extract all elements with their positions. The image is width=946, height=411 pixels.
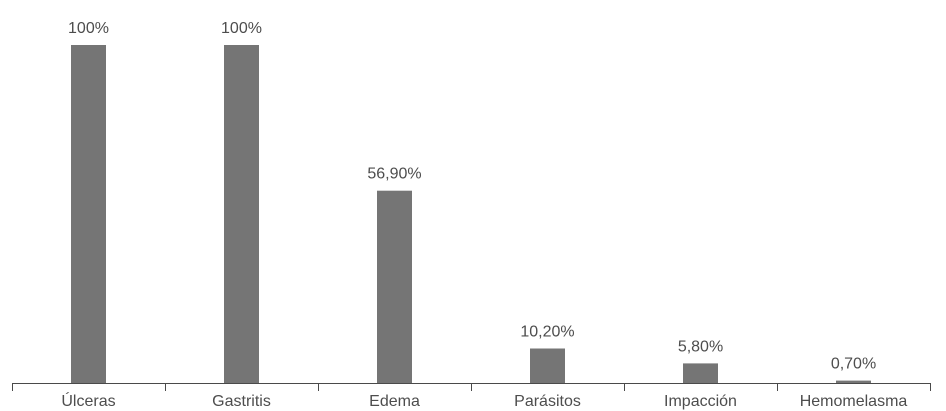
x-axis-ticks	[12, 383, 931, 391]
data-label: 100%	[68, 20, 109, 37]
data-label: 5,80%	[678, 338, 723, 355]
data-label: 10,20%	[520, 324, 574, 341]
data-label: 100%	[221, 20, 262, 37]
category-label: Impacción	[664, 393, 737, 410]
category-labels-group: Úlceras Gastritis Edema Parásitos Impacción H…	[61, 391, 907, 410]
bar	[836, 380, 871, 383]
data-labels-group: 100% 100% 56,90% 10,20% 5,80% 0,70%	[68, 20, 876, 373]
bars-group	[71, 45, 871, 383]
category-label: Edema	[369, 393, 420, 410]
bar	[530, 348, 565, 383]
bar	[71, 45, 106, 383]
category-label: Parásitos	[514, 393, 581, 410]
bar	[224, 45, 259, 383]
data-label: 0,70%	[831, 356, 876, 373]
bar	[683, 363, 718, 383]
category-label: Gastritis	[212, 393, 271, 410]
bar	[377, 190, 412, 383]
data-label: 56,90%	[367, 166, 421, 183]
category-label: Hemomelasma	[800, 393, 908, 410]
category-label: Úlceras	[61, 391, 115, 410]
